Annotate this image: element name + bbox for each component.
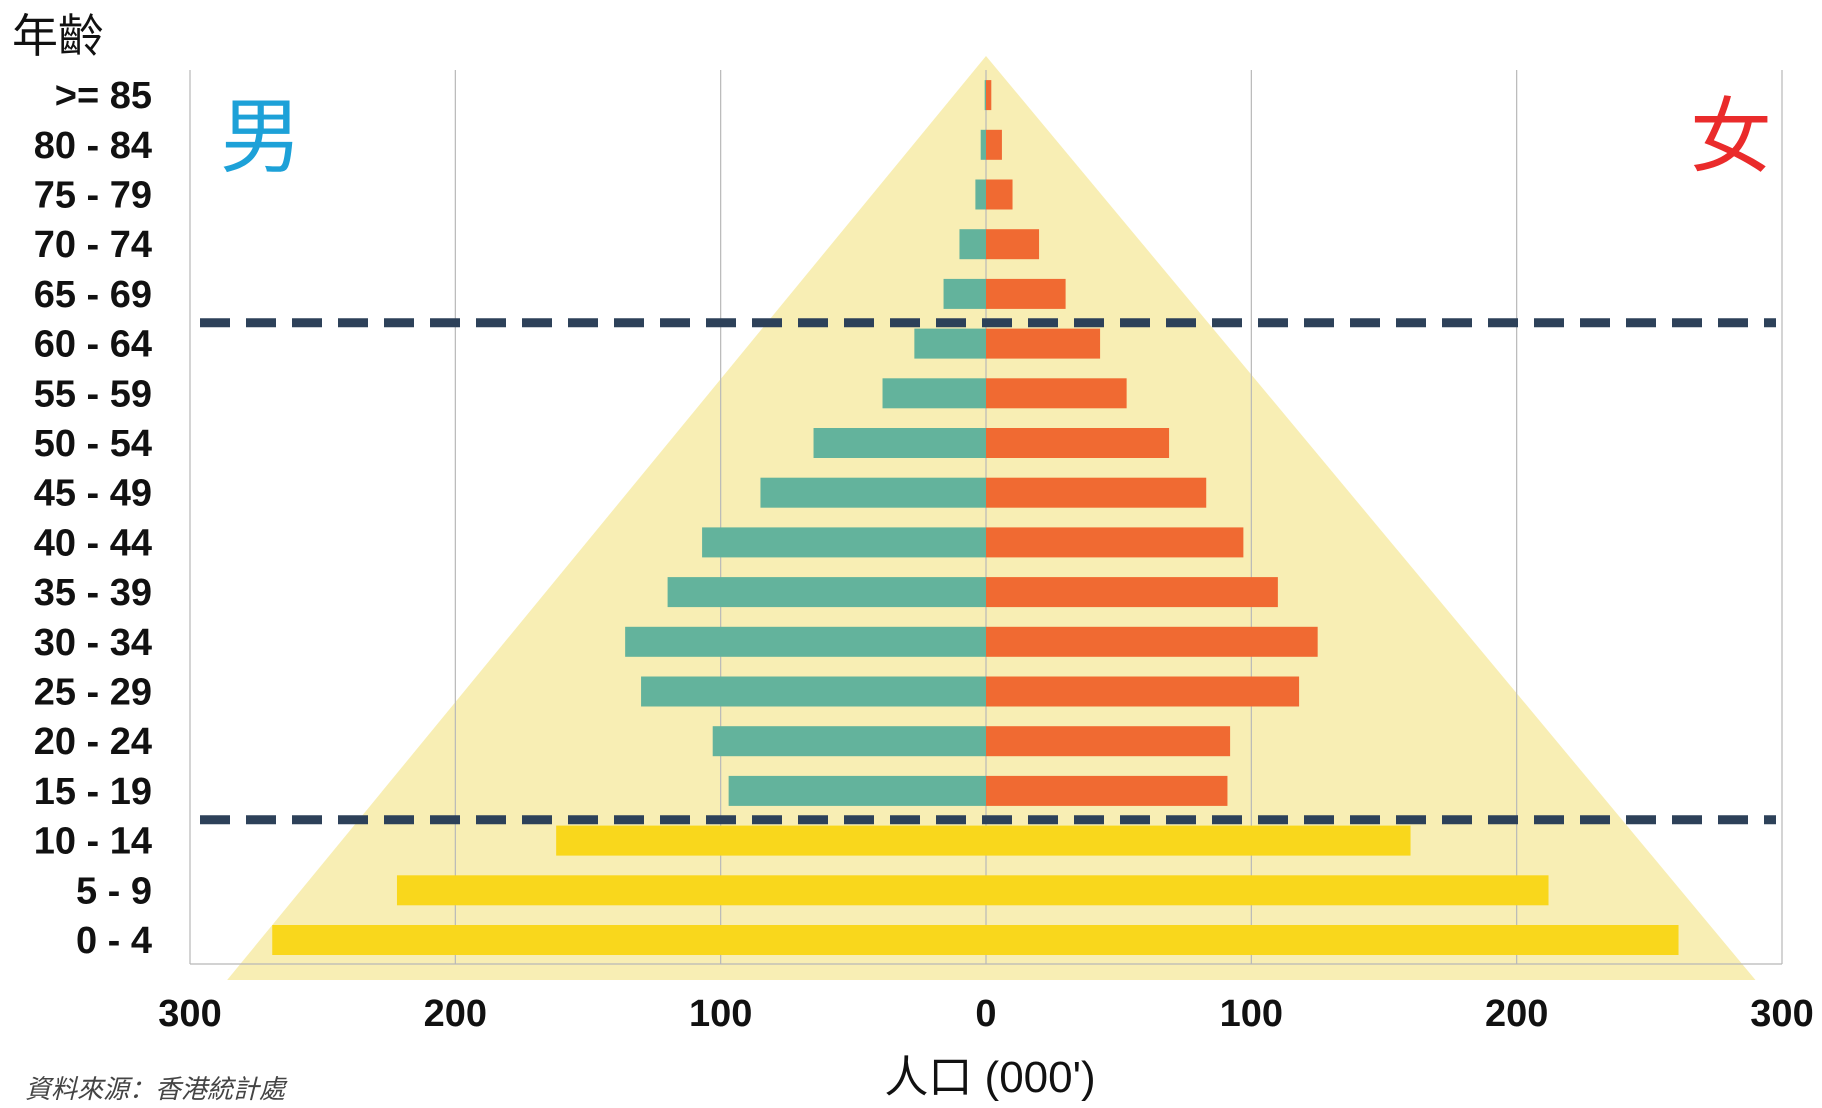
bar-female bbox=[986, 229, 1040, 260]
age-group-label: 70 - 74 bbox=[34, 224, 152, 266]
age-group-label: 0 - 4 bbox=[76, 920, 152, 962]
bar-female bbox=[986, 775, 1228, 806]
bar-male bbox=[641, 676, 986, 707]
bar-female bbox=[986, 477, 1207, 508]
x-tick-label: 300 bbox=[158, 993, 221, 1035]
x-axis-title: 人口 (000') bbox=[884, 1053, 1095, 1102]
background-triangle bbox=[227, 56, 1756, 980]
age-group-label: >= 85 bbox=[55, 75, 152, 117]
age-group-label: 60 - 64 bbox=[34, 324, 152, 366]
age-group-label: 25 - 29 bbox=[34, 672, 152, 714]
bar-male bbox=[760, 477, 986, 508]
x-tick-label: 0 bbox=[975, 993, 996, 1035]
age-group-label: 15 - 19 bbox=[34, 771, 152, 813]
bar-male bbox=[667, 577, 986, 608]
bars-layer bbox=[272, 80, 1679, 955]
x-tick-label: 100 bbox=[689, 993, 752, 1035]
bar-male bbox=[625, 626, 986, 657]
age-group-label: 50 - 54 bbox=[34, 423, 152, 465]
bar-female bbox=[986, 577, 1278, 608]
age-group-label: 5 - 9 bbox=[76, 870, 152, 912]
bar-male bbox=[943, 278, 986, 309]
age-group-label: 30 - 34 bbox=[34, 622, 152, 664]
age-group-label: 10 - 14 bbox=[34, 821, 152, 863]
bar-male bbox=[272, 925, 987, 955]
bar-male bbox=[975, 179, 986, 210]
bar-male bbox=[712, 726, 986, 757]
bar-female bbox=[986, 825, 1411, 856]
bar-female bbox=[986, 875, 1549, 906]
bar-male bbox=[728, 775, 986, 806]
bar-female bbox=[986, 328, 1101, 359]
background-layer bbox=[227, 56, 1756, 980]
x-tick-label: 100 bbox=[1220, 993, 1283, 1035]
bar-male bbox=[959, 229, 986, 260]
x-axis-title-text: 人口 (000') bbox=[884, 1053, 1095, 1102]
grid-layer bbox=[189, 70, 1783, 965]
bar-female bbox=[986, 527, 1244, 558]
age-group-label: 40 - 44 bbox=[34, 522, 152, 564]
bar-male bbox=[914, 328, 986, 359]
bar-female bbox=[986, 626, 1318, 657]
age-group-label: 45 - 49 bbox=[34, 473, 152, 515]
bar-male bbox=[980, 129, 986, 160]
x-tick-label: 300 bbox=[1750, 993, 1813, 1035]
age-group-label: 20 - 24 bbox=[34, 721, 152, 763]
bar-female bbox=[986, 129, 1002, 160]
age-group-label: 65 - 69 bbox=[34, 274, 152, 316]
bar-female bbox=[986, 278, 1066, 309]
source-note: 資料來源：香港統計處 bbox=[25, 1074, 288, 1104]
bar-female bbox=[986, 428, 1170, 458]
bar-male bbox=[702, 527, 986, 558]
male-label: 男 bbox=[220, 92, 302, 183]
bar-female bbox=[986, 378, 1127, 409]
bar-female bbox=[986, 726, 1231, 757]
bar-female bbox=[986, 925, 1679, 955]
y-axis-title: 年齡 bbox=[12, 10, 104, 62]
age-group-label: 55 - 59 bbox=[34, 373, 152, 415]
bar-female bbox=[986, 676, 1300, 707]
bar-female bbox=[986, 179, 1013, 210]
bar-female bbox=[986, 80, 992, 111]
x-tick-label: 200 bbox=[424, 993, 487, 1035]
bar-male bbox=[882, 378, 986, 409]
x-tick-label: 200 bbox=[1485, 993, 1548, 1035]
age-group-label: 35 - 39 bbox=[34, 572, 152, 614]
bar-male bbox=[396, 875, 987, 906]
bar-male bbox=[813, 428, 986, 458]
female-label: 女 bbox=[1690, 92, 1772, 183]
age-group-label: 80 - 84 bbox=[34, 125, 152, 167]
bar-male bbox=[984, 80, 986, 111]
age-group-label: 75 - 79 bbox=[34, 175, 152, 217]
bar-male bbox=[556, 825, 986, 856]
dashed-lines-layer bbox=[200, 318, 1776, 825]
